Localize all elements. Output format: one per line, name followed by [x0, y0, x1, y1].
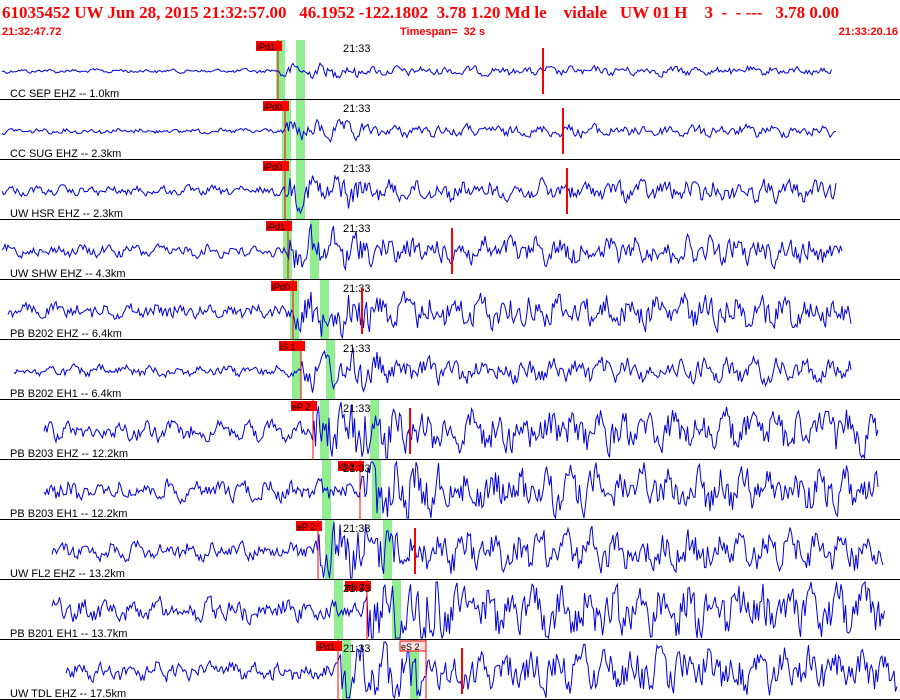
trace-row[interactable]: iPd1 eS 2 21:33 UW TDL EHZ -- 17.5km — [0, 640, 900, 700]
minute-label: 21:33 — [343, 103, 371, 115]
s-window — [310, 220, 319, 280]
s-window — [383, 520, 392, 580]
pick-box — [338, 461, 364, 471]
header: 61035452 UW Jun 28, 2015 21:32:57.00 46.… — [0, 0, 900, 40]
waveform — [7, 291, 852, 340]
p-window — [276, 40, 285, 100]
waveform — [1, 118, 837, 143]
end-time: 21:33:20.16 — [838, 26, 898, 38]
pick-label: iPd0 — [264, 102, 282, 112]
station-label: UW TDL EHZ -- 17.5km — [10, 688, 126, 700]
s-window — [320, 280, 329, 340]
pick-label: iPd1 — [317, 642, 335, 652]
seismogram-panel[interactable]: iPd1 21:33 CC SEP EHZ -- 1.0km iPd0 21:33 CC … — [0, 40, 900, 700]
pick-label: iPd0 — [264, 162, 282, 172]
pick-box — [271, 281, 297, 291]
start-time: 21:32:47.72 — [2, 26, 62, 38]
station-label: CC SEP EHZ -- 1.0km — [10, 88, 119, 100]
pick-box — [263, 101, 289, 111]
trace-row[interactable]: iPd0 21:33 PB B202 EHZ -- 6.4km — [0, 280, 900, 340]
minute-label: 21:33 — [343, 523, 371, 535]
pick-box — [316, 641, 342, 651]
trace-row[interactable]: iS 1 21:33 PB B202 EH1 -- 6.4km — [0, 340, 900, 400]
minute-label: 21:33 — [343, 163, 371, 175]
pick-box — [256, 41, 282, 51]
minute-label: 21:33 — [343, 223, 371, 235]
pick-box — [291, 401, 317, 411]
pick-label: eS 2 — [346, 582, 365, 592]
station-label: PB B201 EH1 -- 13.7km — [10, 628, 127, 640]
waveform — [43, 460, 879, 520]
station-label: PB B203 EHZ -- 12.2km — [10, 448, 128, 460]
station-label: PB B202 EHZ -- 6.4km — [10, 328, 122, 340]
trace-row[interactable]: iPd1 21:33 UW SHW EHZ -- 4.3km — [0, 220, 900, 280]
trace-row[interactable]: iPd1 21:33 CC SEP EHZ -- 1.0km — [0, 40, 900, 100]
p-window — [290, 280, 299, 340]
minute-label: 21:33 — [343, 43, 371, 55]
p-window — [282, 160, 291, 220]
waveform — [51, 521, 884, 579]
event-title: 61035452 UW Jun 28, 2015 21:32:57.00 46.… — [2, 3, 840, 22]
s-window — [296, 40, 305, 100]
station-label: UW SHW EHZ -- 4.3km — [10, 268, 126, 280]
minute-label: 21:33 — [343, 463, 371, 475]
waveform — [51, 580, 885, 640]
station-label: PB B202 EH1 -- 6.4km — [10, 388, 121, 400]
timespan: Timespan= 32 s — [400, 26, 486, 38]
waveform — [1, 174, 837, 215]
s-window — [410, 640, 419, 700]
pick-label: eP 2 — [297, 522, 315, 532]
s-window — [392, 580, 401, 640]
minute-label: 21:33 — [343, 583, 371, 595]
pick-box — [345, 581, 371, 591]
minute-label: 21:33 — [343, 643, 371, 655]
station-label: UW FL2 EHZ -- 13.2km — [10, 568, 125, 580]
p-window — [342, 640, 351, 700]
s-pick-label: eS 2 — [401, 642, 420, 652]
pick-box — [266, 221, 292, 231]
trace-row[interactable]: iPd0 21:33 UW HSR EHZ -- 2.3km — [0, 160, 900, 220]
trace-row[interactable]: iPd0 21:33 CC SUG EHZ -- 2.3km — [0, 100, 900, 160]
pick-label: iS 1 — [280, 342, 296, 352]
p-window — [292, 340, 301, 400]
pick-label: iS 2 — [339, 462, 355, 472]
waveform — [1, 223, 843, 272]
station-label: CC SUG EHZ -- 2.3km — [10, 148, 121, 160]
waveform — [13, 347, 852, 393]
pick-label: iPd0 — [272, 282, 290, 292]
p-window — [282, 100, 291, 160]
s-window — [370, 400, 379, 460]
minute-label: 21:33 — [343, 343, 371, 355]
pick-box — [279, 341, 305, 351]
waveform — [65, 641, 898, 700]
trace-row[interactable]: eP 2 21:33 UW FL2 EHZ -- 13.2km — [0, 520, 900, 580]
pick-label: eP 2 — [292, 402, 310, 412]
pick-box — [263, 161, 289, 171]
s-window — [296, 100, 305, 160]
trace-row[interactable]: iS 221:33 PB B203 EH1 -- 12.2km — [0, 460, 900, 520]
p-window — [325, 520, 334, 580]
pick-box — [296, 521, 322, 531]
pick-label: iPd1 — [267, 222, 285, 232]
station-label: PB B203 EH1 -- 12.2km — [10, 508, 127, 520]
station-label: UW HSR EHZ -- 2.3km — [10, 208, 123, 220]
p-window — [334, 580, 343, 640]
waveform — [1, 61, 832, 80]
pick-label: iPd1 — [257, 42, 275, 52]
trace-row[interactable]: eP 2 21:33 PB B203 EHZ -- 12.2km — [0, 400, 900, 460]
minute-label: 21:33 — [343, 403, 371, 415]
trace-row[interactable]: eS 221:33 PB B201 EH1 -- 13.7km — [0, 580, 900, 640]
minute-label: 21:33 — [343, 283, 371, 295]
s-window — [296, 160, 305, 220]
waveform — [43, 401, 879, 460]
